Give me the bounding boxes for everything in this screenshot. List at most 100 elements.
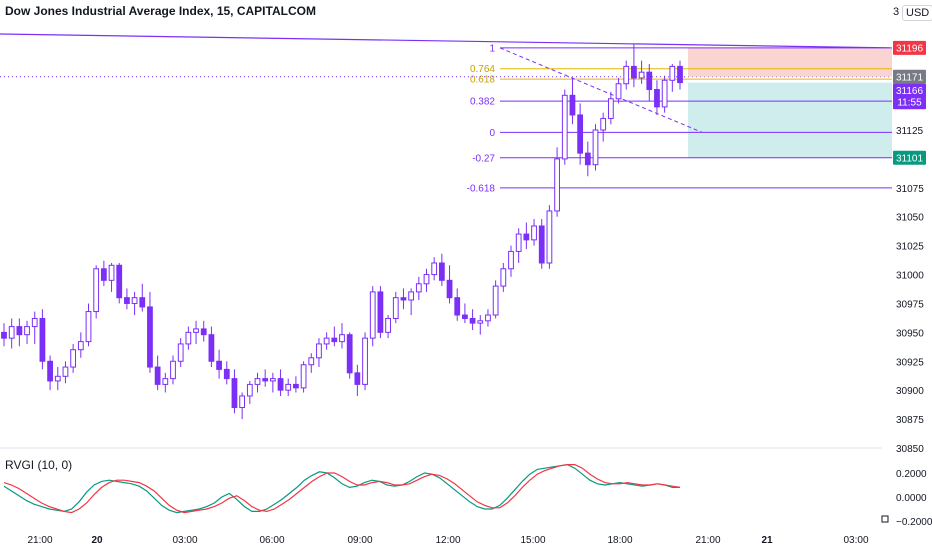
price-badge-label: 31196 (896, 43, 924, 54)
time-tick-label: 03:00 (843, 535, 868, 546)
currency-prefix: 3 (893, 6, 900, 18)
price-badge[interactable] (893, 69, 926, 84)
price-badge-label: 11:55 (897, 98, 922, 109)
candle-body (31, 317, 38, 328)
indicator-tick-label: 0.0000 (896, 493, 927, 504)
stop-loss-zone[interactable] (688, 47, 892, 77)
candle-body (569, 94, 576, 116)
fib-level-label: -0.27 (472, 153, 495, 164)
candle-body (600, 117, 607, 131)
price-badge[interactable] (893, 83, 926, 98)
time-tick-label: 09:00 (347, 535, 372, 546)
candle-body (454, 297, 461, 316)
candle-body (269, 378, 276, 382)
candle-body (346, 334, 353, 374)
candle-body (16, 326, 23, 336)
candle-body (438, 262, 445, 281)
candle-body (54, 375, 61, 382)
indicator-tick-label: −0.2000 (896, 517, 932, 528)
fib-level-label: 0.618 (470, 75, 495, 86)
candle-body (677, 65, 683, 84)
currency-button[interactable]: USD (902, 5, 932, 21)
fib-level-label: 0 (489, 128, 495, 139)
candle-body (646, 71, 653, 91)
fib-level-label: 0.764 (470, 64, 495, 75)
rvgi-series-line (3, 463, 680, 514)
candle-body (147, 306, 153, 368)
candle-body (100, 268, 107, 281)
price-tick-label: 30925 (896, 357, 924, 368)
time-tick-label: 21:00 (27, 535, 52, 546)
candle-body (623, 65, 630, 85)
candle-body (254, 378, 261, 385)
candle-body (116, 264, 123, 299)
candle-body (200, 328, 207, 336)
trend-line[interactable] (0, 33, 893, 49)
candle-body (469, 317, 476, 324)
take-profit-zone[interactable] (688, 82, 892, 158)
time-tick-label: 21:00 (695, 535, 720, 546)
price-badge[interactable] (893, 150, 926, 165)
candle-body (500, 268, 507, 287)
price-tick-label: 30875 (896, 415, 924, 426)
candle-body (377, 291, 384, 333)
candle-body (400, 297, 407, 301)
price-tick-label: 31125 (896, 126, 924, 137)
candle-body (162, 378, 169, 385)
candle-body (477, 320, 484, 324)
candle-body (70, 349, 77, 368)
candle-body (300, 364, 307, 389)
candle-body (431, 262, 438, 276)
time-tick-label: 12:00 (435, 535, 460, 546)
candle-body (323, 337, 330, 345)
candle-body (24, 326, 30, 336)
candle-body (638, 71, 645, 79)
scale-settings-icon[interactable] (881, 515, 889, 523)
candle-body (47, 360, 53, 382)
candle-body (93, 268, 100, 313)
price-badge[interactable] (893, 95, 926, 110)
candle-body (193, 328, 199, 333)
candle-body (631, 65, 637, 79)
indicator-tick-label: 0.2000 (896, 469, 927, 480)
candle-body (392, 297, 399, 319)
candle-body (277, 378, 284, 391)
price-badge-label: 31171 (896, 72, 924, 83)
fib-level-label: 0.382 (470, 97, 495, 108)
candle-body (85, 311, 92, 343)
time-tick-label: 15:00 (520, 535, 545, 546)
price-tick-label: 31075 (896, 184, 924, 195)
price-badge-label: 31166 (896, 86, 924, 97)
fib-level-label: 1 (489, 43, 495, 54)
candle-body (408, 291, 415, 301)
candle-body (515, 233, 522, 252)
candle-body (154, 366, 161, 385)
candle-body (316, 343, 322, 359)
candle-body (654, 89, 660, 108)
candle-body (1, 331, 7, 339)
candle-body (124, 297, 130, 304)
price-tick-label: 31025 (896, 242, 924, 253)
candle-body (108, 264, 115, 281)
candle-body (592, 129, 599, 166)
fib-level-label: -0.618 (467, 183, 496, 194)
candle-body (308, 357, 315, 366)
candle-body (531, 225, 537, 241)
price-badge[interactable] (893, 40, 926, 55)
indicator-label: RVGI (10, 0) (5, 458, 73, 472)
time-tick-label: 03:00 (172, 535, 197, 546)
time-tick-label: 21 (761, 535, 773, 546)
time-tick-label: 18:00 (607, 535, 632, 546)
candle-body (170, 360, 176, 380)
candle-body (77, 341, 84, 351)
candle-body (362, 337, 368, 385)
price-tick-label: 31000 (896, 271, 924, 282)
candle-body (615, 83, 622, 100)
candle-body (139, 297, 146, 308)
chart-title: Dow Jones Industrial Average Index, 15, … (5, 4, 316, 18)
candle-body (523, 233, 530, 241)
candle-body (39, 317, 46, 362)
candle-body (669, 65, 676, 81)
candle-body (239, 395, 246, 409)
